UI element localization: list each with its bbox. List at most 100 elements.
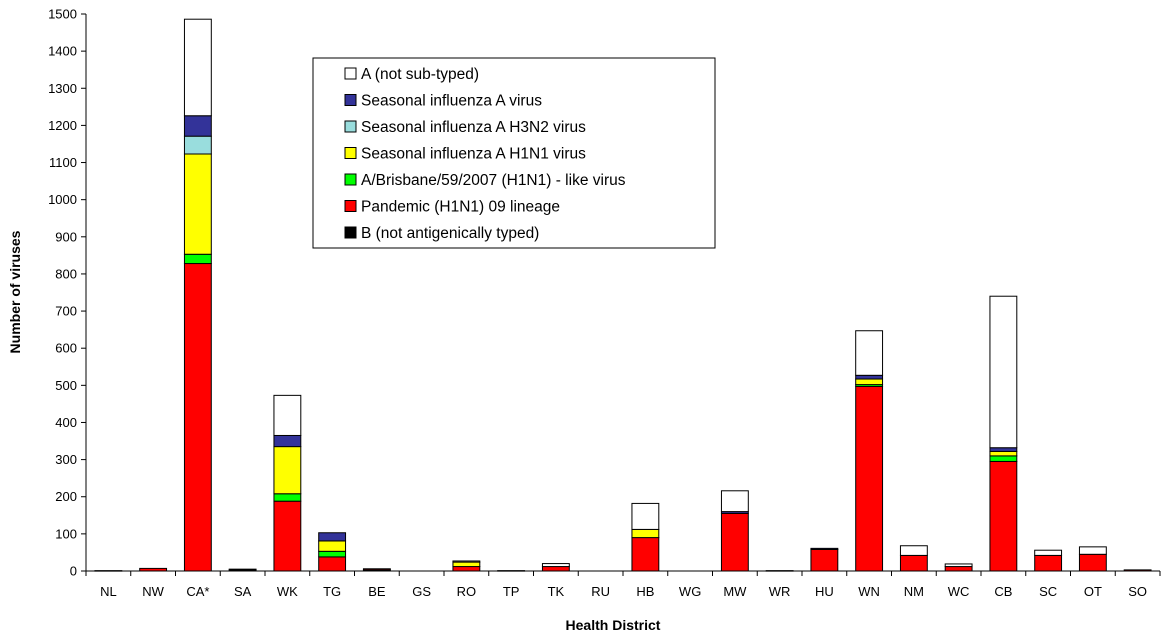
- x-tick-label: OT: [1084, 584, 1102, 599]
- bar-segment: [989, 460, 1018, 572]
- x-tick-label: TP: [503, 584, 520, 599]
- y-tick-label: 700: [55, 304, 77, 319]
- x-tick-label: WR: [769, 584, 791, 599]
- bar-segment: [183, 135, 212, 155]
- bar-stack: [139, 567, 168, 572]
- bar-segment: [989, 447, 1018, 452]
- y-axis: 0 100 200 300 400 500 600 700 800 900 1000 1100 1200…: [48, 7, 87, 579]
- y-tick-label: 1200: [48, 118, 77, 133]
- legend-swatch: [344, 200, 357, 212]
- legend-swatch: [344, 226, 357, 239]
- x-tick-label: CB: [994, 584, 1012, 599]
- bar-segment: [183, 263, 212, 572]
- x-axis-title: Health District: [566, 617, 661, 633]
- bar-segment: [362, 568, 391, 571]
- y-tick-label: 500: [55, 378, 77, 393]
- x-tick-label: WC: [948, 584, 970, 599]
- legend-label: Seasonal influenza A virus: [361, 93, 542, 110]
- bar-stack: [989, 295, 1018, 572]
- legend-swatch: [344, 94, 357, 106]
- bar-stack: [362, 568, 391, 572]
- bar-segment: [541, 566, 570, 572]
- bar-segment: [94, 570, 123, 572]
- bar-segment: [318, 540, 347, 552]
- bar-segment: [720, 490, 749, 513]
- bar-stack: [855, 330, 884, 572]
- bar-segment: [1078, 553, 1107, 572]
- bar-segment: [273, 394, 302, 436]
- x-tick-label: TG: [323, 584, 341, 599]
- y-tick-label: 1400: [48, 44, 77, 59]
- bar-segment: [1034, 554, 1063, 572]
- y-tick-label: 1100: [49, 155, 77, 170]
- bar-segment: [631, 528, 660, 539]
- legend-swatch: [344, 67, 357, 80]
- bar-segment: [899, 554, 928, 572]
- bar-stack: [1078, 546, 1107, 572]
- y-tick-label: 1000: [48, 192, 77, 207]
- y-axis-title: Number of viruses: [7, 230, 23, 353]
- bar-segment: [855, 385, 884, 572]
- x-tick-label: NL: [100, 584, 117, 599]
- legend-label: A/Brisbane/59/2007 (H1N1) - like virus: [361, 172, 626, 189]
- bar-segment: [631, 502, 660, 530]
- bar-segment: [855, 378, 884, 386]
- bar-segment: [228, 568, 257, 571]
- bar-stack: [1034, 549, 1063, 572]
- x-tick-label: SC: [1039, 584, 1057, 599]
- y-tick-label: 0: [70, 564, 77, 579]
- bar-segment: [631, 537, 660, 572]
- x-tick-label: CA*: [186, 584, 209, 599]
- bar-segment: [273, 446, 302, 495]
- y-tick-label: 1300: [48, 81, 77, 96]
- y-tick-label: 200: [55, 489, 77, 504]
- bar-stack: [944, 563, 973, 572]
- bar-segment: [318, 532, 347, 542]
- bar-stack: [541, 563, 570, 572]
- x-tick-label: HU: [815, 584, 834, 599]
- legend-label: Seasonal influenza A H3N2 virus: [361, 119, 586, 136]
- x-tick-label: MW: [723, 584, 747, 599]
- x-tick-label: HB: [636, 584, 654, 599]
- bar-segment: [765, 570, 794, 572]
- x-tick-label: RO: [457, 584, 477, 599]
- x-tick-label: WK: [277, 584, 298, 599]
- bar-segment: [183, 153, 212, 255]
- x-tick-label: SA: [234, 584, 252, 599]
- y-tick-label: 1500: [48, 7, 77, 22]
- bar-stack: [810, 547, 839, 572]
- bar-segment: [989, 450, 1018, 457]
- y-tick-label: 600: [55, 341, 77, 356]
- bar-segment: [1078, 546, 1107, 555]
- bar-segment: [720, 512, 749, 572]
- bar-segment: [855, 330, 884, 376]
- bar-segment: [944, 566, 973, 572]
- bar-segment: [139, 567, 168, 572]
- bar-segment: [899, 545, 928, 556]
- y-tick-label: 100: [55, 526, 77, 541]
- bar-segment: [273, 434, 302, 448]
- y-tick-label: 900: [55, 229, 77, 244]
- y-tick-label: 300: [55, 452, 77, 467]
- x-tick-label: WG: [679, 584, 701, 599]
- bar-stack: [452, 560, 481, 572]
- bar-stack: [497, 570, 526, 572]
- legend: A (not sub-typed) Seasonal influenza A vi…: [312, 57, 716, 249]
- y-tick-label: 400: [55, 415, 77, 430]
- bar-segment: [810, 548, 839, 572]
- x-tick-label: WN: [858, 584, 880, 599]
- legend-label: Seasonal influenza A H1N1 virus: [361, 146, 586, 163]
- bar-stack: [899, 545, 928, 572]
- bar-segment: [1034, 549, 1063, 556]
- legend-swatch: [344, 120, 357, 133]
- bar-segment: [989, 295, 1018, 449]
- bar-segment: [273, 500, 302, 572]
- legend-label: Pandemic (H1N1) 09 lineage: [361, 199, 560, 216]
- legend-box: [312, 57, 716, 249]
- bar-stack: [183, 18, 212, 572]
- x-axis: NL NW CA* SA WK TG BE GS RO TP TK RU HB WG MW WR HU WN NM W…: [85, 570, 1161, 599]
- x-tick-label: TK: [548, 584, 565, 599]
- x-tick-label: GS: [412, 584, 431, 599]
- bar-segment: [810, 547, 839, 550]
